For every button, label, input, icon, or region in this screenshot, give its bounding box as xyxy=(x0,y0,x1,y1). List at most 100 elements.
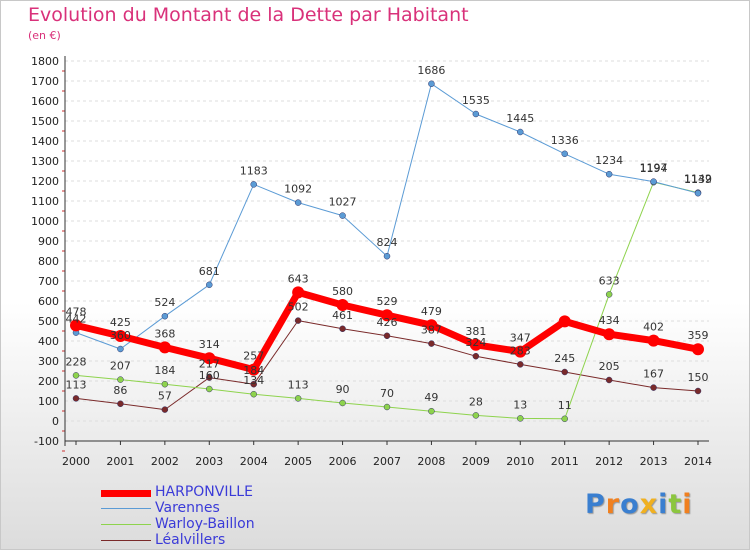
data-label: 86 xyxy=(113,384,127,397)
data-point[interactable] xyxy=(472,352,480,360)
data-point[interactable] xyxy=(206,281,213,289)
y-tick-label: 1800 xyxy=(31,55,59,68)
data-label: 524 xyxy=(154,296,175,309)
data-point[interactable] xyxy=(339,212,346,219)
data-label: 1197 xyxy=(640,162,668,175)
data-label: 49 xyxy=(424,391,438,404)
data-point[interactable] xyxy=(206,374,213,381)
x-tick-label: 2001 xyxy=(106,455,134,468)
x-tick-label: 2007 xyxy=(373,455,401,468)
data-point[interactable] xyxy=(514,345,527,358)
data-point[interactable] xyxy=(428,407,435,415)
data-point[interactable] xyxy=(383,252,391,260)
data-point[interactable] xyxy=(158,341,171,354)
data-point[interactable] xyxy=(161,380,169,388)
data-point[interactable] xyxy=(294,199,302,206)
data-point[interactable] xyxy=(650,384,657,391)
x-tick-label: 2010 xyxy=(506,455,534,468)
data-label: 368 xyxy=(154,327,175,340)
data-point[interactable] xyxy=(383,332,391,340)
data-point[interactable] xyxy=(558,315,571,328)
data-point[interactable] xyxy=(292,286,305,299)
data-point[interactable] xyxy=(72,372,80,379)
data-point[interactable] xyxy=(605,291,613,298)
data-point[interactable] xyxy=(336,299,349,311)
data-point[interactable] xyxy=(517,361,524,368)
data-point[interactable] xyxy=(381,309,393,322)
data-point[interactable] xyxy=(383,403,391,411)
data-labels: 478 425 368 314 257 643 580 529 479 381 347 434 402 3… xyxy=(66,64,713,412)
data-point[interactable] xyxy=(70,319,82,332)
data-point[interactable] xyxy=(605,376,613,384)
data-point[interactable] xyxy=(250,390,257,398)
x-tick-label: 2000 xyxy=(62,455,90,468)
x-tick-label: 2014 xyxy=(684,455,712,468)
x-tick-label: 2003 xyxy=(195,455,223,468)
data-point[interactable] xyxy=(339,399,346,407)
data-point[interactable] xyxy=(650,178,657,185)
data-label: 402 xyxy=(643,321,664,334)
data-point[interactable] xyxy=(161,406,169,413)
data-point[interactable] xyxy=(647,334,660,347)
data-point[interactable] xyxy=(428,80,435,88)
data-label: 314 xyxy=(199,338,220,351)
data-point[interactable] xyxy=(117,376,124,383)
data-point[interactable] xyxy=(603,328,616,341)
data-point[interactable] xyxy=(250,380,257,388)
x-tick-label: 2009 xyxy=(462,455,490,468)
data-point[interactable] xyxy=(117,345,124,353)
data-point[interactable] xyxy=(425,319,438,332)
data-point[interactable] xyxy=(294,317,302,324)
data-point[interactable] xyxy=(294,395,302,402)
data-point[interactable] xyxy=(605,170,613,178)
data-point[interactable] xyxy=(114,330,127,342)
data-point[interactable] xyxy=(694,189,702,197)
data-point[interactable] xyxy=(561,150,568,158)
data-label: 324 xyxy=(465,336,486,349)
y-tick-label: 200 xyxy=(38,375,59,388)
data-label: 1142 xyxy=(684,173,712,186)
data-point[interactable] xyxy=(472,110,480,118)
x-tick-label: 2006 xyxy=(329,455,357,468)
data-label: 57 xyxy=(158,390,172,403)
data-label: 1092 xyxy=(284,183,312,196)
data-label: 113 xyxy=(66,378,87,391)
data-point[interactable] xyxy=(428,340,435,347)
data-point[interactable] xyxy=(692,343,704,356)
data-point[interactable] xyxy=(517,128,524,136)
y-tick-label: 1500 xyxy=(31,115,59,128)
data-label: 479 xyxy=(421,305,442,318)
data-point[interactable] xyxy=(117,400,124,408)
y-tick-label: 100 xyxy=(38,395,59,408)
legend-swatch xyxy=(101,490,151,497)
axes: -100 0 100 200 300 400 500 600 700 800 900 1000 1100… xyxy=(31,55,712,468)
data-point[interactable] xyxy=(339,325,346,333)
data-point[interactable] xyxy=(203,352,216,365)
x-tick-label: 2013 xyxy=(640,455,668,468)
y-tick-label: 900 xyxy=(38,235,59,248)
data-point[interactable] xyxy=(469,338,482,351)
y-tick-label: 800 xyxy=(38,255,59,268)
data-point[interactable] xyxy=(561,415,568,423)
data-label: 257 xyxy=(243,350,264,363)
data-point[interactable] xyxy=(72,395,80,402)
legend-label: Warloy-Baillon xyxy=(155,516,255,532)
data-label: 1686 xyxy=(417,64,445,77)
data-point[interactable] xyxy=(694,387,702,395)
x-tick-label: 2012 xyxy=(595,455,623,468)
legend-label: Léalvillers xyxy=(155,532,226,548)
data-point[interactable] xyxy=(206,385,213,393)
data-point[interactable] xyxy=(472,412,480,419)
data-point[interactable] xyxy=(517,415,524,422)
data-point[interactable] xyxy=(250,181,257,188)
data-point[interactable] xyxy=(161,312,169,320)
y-tick-label: 1100 xyxy=(31,195,59,208)
data-label: 434 xyxy=(599,314,620,327)
data-label: 1445 xyxy=(506,112,534,125)
data-point[interactable] xyxy=(561,368,568,376)
data-label: 228 xyxy=(66,355,87,368)
data-label: 1027 xyxy=(329,196,357,209)
data-point[interactable] xyxy=(247,363,260,376)
